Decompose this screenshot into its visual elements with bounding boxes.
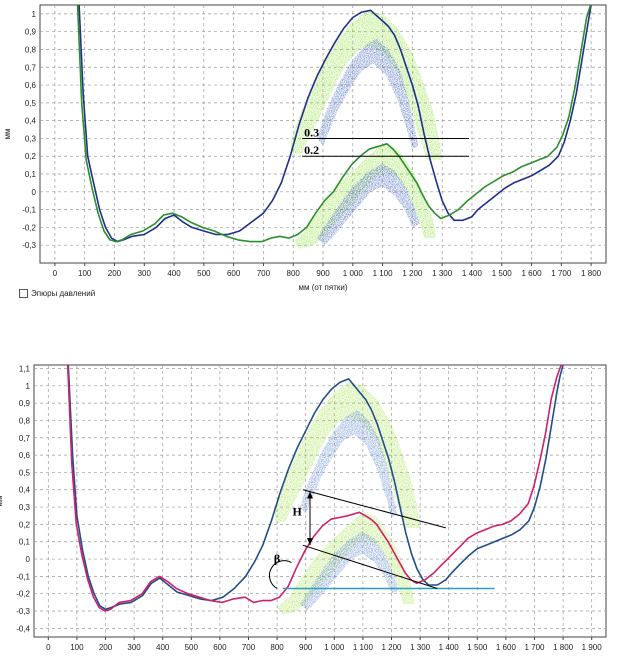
x-tick-label: 700	[242, 643, 256, 652]
y-tick-label: -0,3	[22, 241, 36, 250]
angle-label: β	[274, 552, 280, 566]
y-tick-label: 0,5	[19, 468, 31, 477]
x-tick-label: 1 400	[462, 269, 483, 278]
x-tick-label: 1 400	[439, 643, 460, 652]
x-tick-label: 700	[257, 269, 271, 278]
y-tick-label: 0,8	[25, 45, 37, 54]
pressure-diagram-upper	[290, 10, 443, 160]
x-tick-label: 300	[127, 643, 141, 652]
y-tick-label: 0,7	[25, 63, 37, 72]
x-tick-label: 1 300	[432, 269, 453, 278]
y-axis-label: мм	[0, 496, 4, 507]
y-tick-label: -0,4	[16, 624, 30, 633]
y-tick-label: 0,7	[19, 434, 31, 443]
x-tick-label: 200	[99, 643, 113, 652]
height-label: H	[292, 505, 302, 519]
series-blue-line	[78, 5, 592, 243]
checkbox-box[interactable]	[19, 289, 28, 298]
x-tick-label: 800	[287, 269, 301, 278]
y-tick-label: 0	[32, 188, 37, 197]
y-tick-label: -0,2	[22, 223, 36, 232]
x-tick-label: 400	[167, 269, 181, 278]
x-axis-label: мм (от пятки)	[298, 283, 347, 292]
y-tick-label: 0,6	[19, 451, 31, 460]
pressure-diagram-lower-core	[300, 531, 399, 611]
y-tick-label: 0,3	[25, 134, 37, 143]
y-tick-label: 0,2	[25, 152, 37, 161]
x-tick-label: 1 000	[324, 643, 345, 652]
x-tick-label: 900	[316, 269, 330, 278]
x-tick-label: 1 600	[522, 269, 543, 278]
x-tick-label: 0	[46, 643, 51, 652]
x-tick-label: 1 900	[582, 643, 603, 652]
x-tick-label: 400	[156, 643, 170, 652]
chart-bottom: 0 100 200 300 400 500 600 700 800 900 1 000 1 100 1 …	[0, 364, 607, 652]
lower-slope-line	[302, 544, 438, 589]
pressure-diagram-lower-core	[317, 163, 420, 246]
pressure-diagram-upper	[274, 382, 421, 528]
series-green-line	[76, 5, 592, 243]
y-tick-label: -0,2	[16, 590, 30, 599]
series-magenta-line	[66, 365, 564, 612]
level-label: 0.3	[304, 125, 319, 139]
x-tick-label: 1 300	[410, 643, 431, 652]
checkbox-label: Эпюры давлений	[31, 289, 96, 298]
y-tick-label: 0,1	[25, 170, 37, 179]
y-tick-label: 0,5	[25, 99, 37, 108]
x-tick-label: 1 200	[381, 643, 402, 652]
plot-content	[66, 365, 564, 615]
y-tick-label: 0,1	[19, 538, 31, 547]
y-tick-label: 1,1	[19, 364, 31, 373]
y-tick-label: -0,3	[16, 607, 30, 616]
level-label: 0.2	[304, 143, 319, 157]
x-tick-label: 1 100	[373, 269, 394, 278]
y-tick-label: 0,9	[25, 28, 37, 37]
x-tick-label: 600	[213, 643, 227, 652]
x-tick-label: 1 700	[551, 269, 572, 278]
height-arrowhead-down	[306, 538, 313, 546]
y-tick-label: 0,4	[25, 117, 37, 126]
x-tick-label: 1 500	[492, 269, 513, 278]
y-tick-label: 0,6	[25, 81, 37, 90]
y-tick-label: 0,4	[19, 486, 31, 495]
angle-arc	[268, 560, 292, 589]
x-tick-label: 1 600	[496, 643, 517, 652]
x-tick-label: 0	[53, 269, 58, 278]
x-tick-label: 1 800	[581, 269, 602, 278]
upper-slope-line	[302, 489, 446, 529]
chart-top: 0 100 200 300 400 500 600 700 800 900 1 000 1 100 1 …	[3, 4, 607, 292]
y-axis-label: мм	[3, 129, 12, 140]
x-tick-label: 600	[227, 269, 241, 278]
series-blue-line	[67, 365, 564, 611]
x-tick-label: 300	[138, 269, 152, 278]
y-tick-label: 1	[32, 10, 37, 19]
x-tick-label: 500	[197, 269, 211, 278]
x-tick-label: 200	[108, 269, 122, 278]
x-tick-label: 1 000	[343, 269, 364, 278]
height-arrowhead-up	[306, 491, 313, 499]
y-tick-label: -0,1	[16, 572, 30, 581]
x-tick-label: 1 800	[553, 643, 574, 652]
x-tick-label: 1 500	[467, 643, 488, 652]
x-tick-label: 500	[185, 643, 199, 652]
y-tick-label: 0,9	[19, 399, 31, 408]
y-tick-label: 0,3	[19, 503, 31, 512]
y-tick-label: 0,8	[19, 416, 31, 425]
y-tick-label: -0,1	[22, 206, 36, 215]
x-tick-label: 1 100	[353, 643, 374, 652]
y-tick-label: 1	[26, 382, 31, 391]
x-tick-label: 900	[299, 643, 313, 652]
x-tick-label: 1 200	[402, 269, 423, 278]
x-tick-label: 100	[70, 643, 84, 652]
x-tick-label: 800	[270, 643, 284, 652]
x-tick-label: 1 700	[524, 643, 545, 652]
x-tick-label: 100	[78, 269, 92, 278]
y-tick-label: 0,2	[19, 520, 31, 529]
pressure-diagram-upper-core	[317, 38, 419, 150]
pressure-diagrams-checkbox[interactable]: Эпюры давлений	[19, 289, 95, 298]
pressure-diagram-upper-core	[300, 410, 398, 518]
plot-content	[76, 5, 592, 249]
y-tick-label: 0	[26, 555, 31, 564]
